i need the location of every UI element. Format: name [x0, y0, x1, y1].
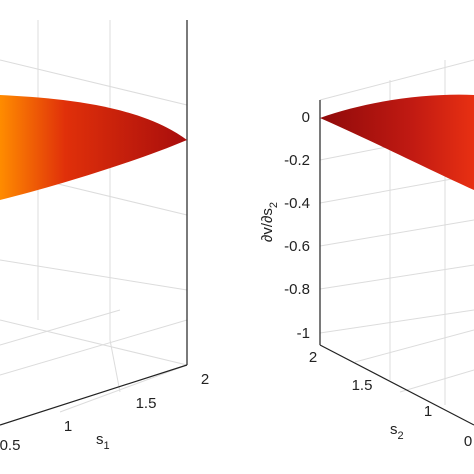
right-surface [320, 94, 474, 190]
left-x-axis [0, 364, 188, 426]
y-tick-label: 2 [309, 349, 317, 366]
x-tick-label: 1.5 [136, 395, 157, 412]
x-tick-label: 1 [64, 418, 72, 435]
z-tick-label: -0.2 [284, 152, 310, 169]
label-part: 2 [398, 430, 404, 442]
x-tick-label: 2 [201, 371, 209, 388]
y-tick-label: 1.5 [352, 377, 373, 394]
label-part: ∂v/∂s [259, 208, 276, 242]
z-tick-label: -0.6 [284, 238, 310, 255]
label-part: s [390, 421, 398, 438]
label-part: s [96, 431, 104, 448]
label-part: 1 [104, 440, 110, 452]
x-tick-label: 0.5 [0, 437, 20, 454]
z-tick-label: 0 [302, 109, 310, 126]
z-axis-label: ∂v/∂s2 [259, 202, 280, 242]
label-part: 2 [268, 202, 280, 208]
z-tick-label: -0.4 [284, 195, 310, 212]
z-tick-label: -1 [297, 325, 310, 342]
left-surface [0, 95, 187, 200]
left-grid [0, 20, 188, 413]
y-tick-label: 1 [424, 403, 432, 420]
x-tick-label: 0 [464, 433, 472, 450]
y-axis-label: s2 [390, 421, 404, 442]
right-y-axis [319, 344, 474, 426]
x-axis-label: s1 [96, 431, 110, 452]
z-tick-label: -0.8 [284, 281, 310, 298]
